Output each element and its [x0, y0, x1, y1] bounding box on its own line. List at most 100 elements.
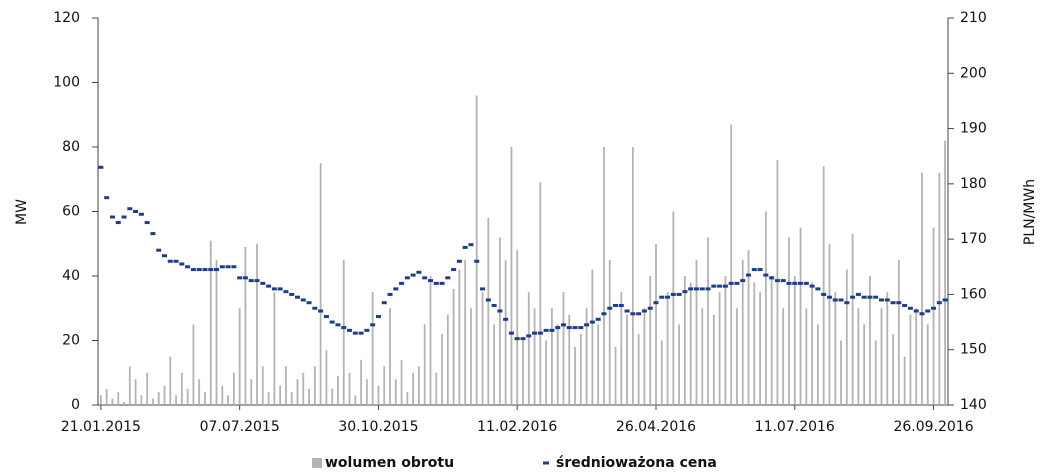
bar	[545, 340, 548, 405]
bar	[313, 366, 316, 405]
bar	[180, 372, 183, 405]
bar	[811, 282, 814, 405]
price-dash	[138, 212, 144, 216]
bar	[169, 356, 172, 405]
bar	[863, 324, 866, 405]
price-dash	[161, 254, 167, 258]
price-dash	[566, 326, 572, 330]
bar	[886, 292, 889, 405]
bar	[643, 308, 646, 405]
price-dash	[809, 284, 815, 288]
bar	[678, 324, 681, 405]
price-dash	[318, 309, 324, 313]
price-dash	[613, 303, 619, 307]
bar	[342, 259, 345, 405]
bar	[510, 147, 513, 405]
bar	[273, 292, 276, 405]
bar	[441, 334, 443, 405]
price-dash	[624, 309, 630, 313]
bar	[816, 324, 819, 405]
price-dash	[734, 281, 740, 285]
bar	[672, 211, 675, 405]
bar	[256, 243, 258, 405]
bar	[152, 398, 154, 405]
price-dash	[826, 295, 832, 299]
bar	[377, 385, 380, 405]
x-tick-label: 21.01.2015	[61, 419, 141, 435]
bar	[418, 366, 420, 405]
bar	[707, 237, 709, 405]
bar	[337, 375, 339, 405]
price-dash	[393, 287, 399, 291]
bar	[198, 379, 201, 405]
y2-tick-label: 140	[960, 397, 987, 413]
legend-swatch	[543, 461, 549, 465]
price-dash	[647, 306, 653, 310]
bar	[498, 237, 501, 405]
bar	[857, 308, 860, 405]
price-dash	[572, 326, 578, 330]
price-dash	[549, 328, 555, 332]
bar	[788, 237, 790, 405]
bar	[406, 392, 409, 405]
price-dash	[283, 290, 289, 294]
bar	[712, 314, 715, 405]
bar	[261, 366, 264, 405]
x-tick-label: 07.07.2015	[200, 419, 280, 435]
bar	[770, 276, 773, 405]
price-dash	[185, 265, 191, 269]
bar	[290, 392, 293, 405]
price-dash	[769, 276, 775, 280]
price-dash	[931, 306, 937, 310]
price-dash	[104, 196, 110, 200]
price-dash	[786, 281, 792, 285]
bar	[637, 334, 640, 405]
bar	[944, 140, 947, 406]
price-dash	[751, 268, 757, 272]
bar	[163, 385, 166, 405]
price-dash	[98, 165, 104, 169]
bar	[921, 172, 923, 405]
bar	[631, 147, 634, 405]
bar	[319, 163, 322, 405]
price-dash	[861, 295, 867, 299]
bar	[591, 269, 594, 405]
price-dash	[433, 281, 439, 285]
price-dash	[850, 295, 856, 299]
bar	[128, 366, 131, 405]
bar	[608, 259, 611, 405]
bar	[105, 388, 108, 405]
bar	[909, 314, 912, 405]
bar	[764, 211, 767, 405]
bar	[123, 401, 125, 405]
price-dash	[179, 262, 185, 266]
bar	[435, 372, 438, 405]
bar	[684, 276, 686, 405]
y2-tick-label: 170	[960, 231, 987, 247]
bar	[157, 392, 160, 405]
price-dash	[219, 265, 225, 269]
bar	[793, 276, 796, 405]
bar	[423, 324, 426, 405]
price-dash	[705, 287, 711, 291]
bar	[458, 269, 461, 405]
price-dash	[832, 298, 838, 302]
y2-tick-label: 210	[960, 10, 987, 26]
bar	[308, 388, 310, 405]
price-dash	[844, 301, 850, 305]
bar	[666, 292, 669, 405]
bar	[822, 166, 825, 405]
price-dash	[855, 292, 861, 296]
bar	[626, 314, 628, 405]
bar	[285, 366, 287, 405]
bar	[840, 340, 842, 405]
bar	[897, 259, 900, 405]
y2-tick-label: 180	[960, 176, 987, 192]
bar	[365, 379, 368, 405]
price-dash	[503, 317, 509, 321]
price-dash	[659, 295, 665, 299]
price-dash	[399, 281, 405, 285]
price-dash	[838, 298, 844, 302]
y2-tick-label: 150	[960, 342, 987, 358]
